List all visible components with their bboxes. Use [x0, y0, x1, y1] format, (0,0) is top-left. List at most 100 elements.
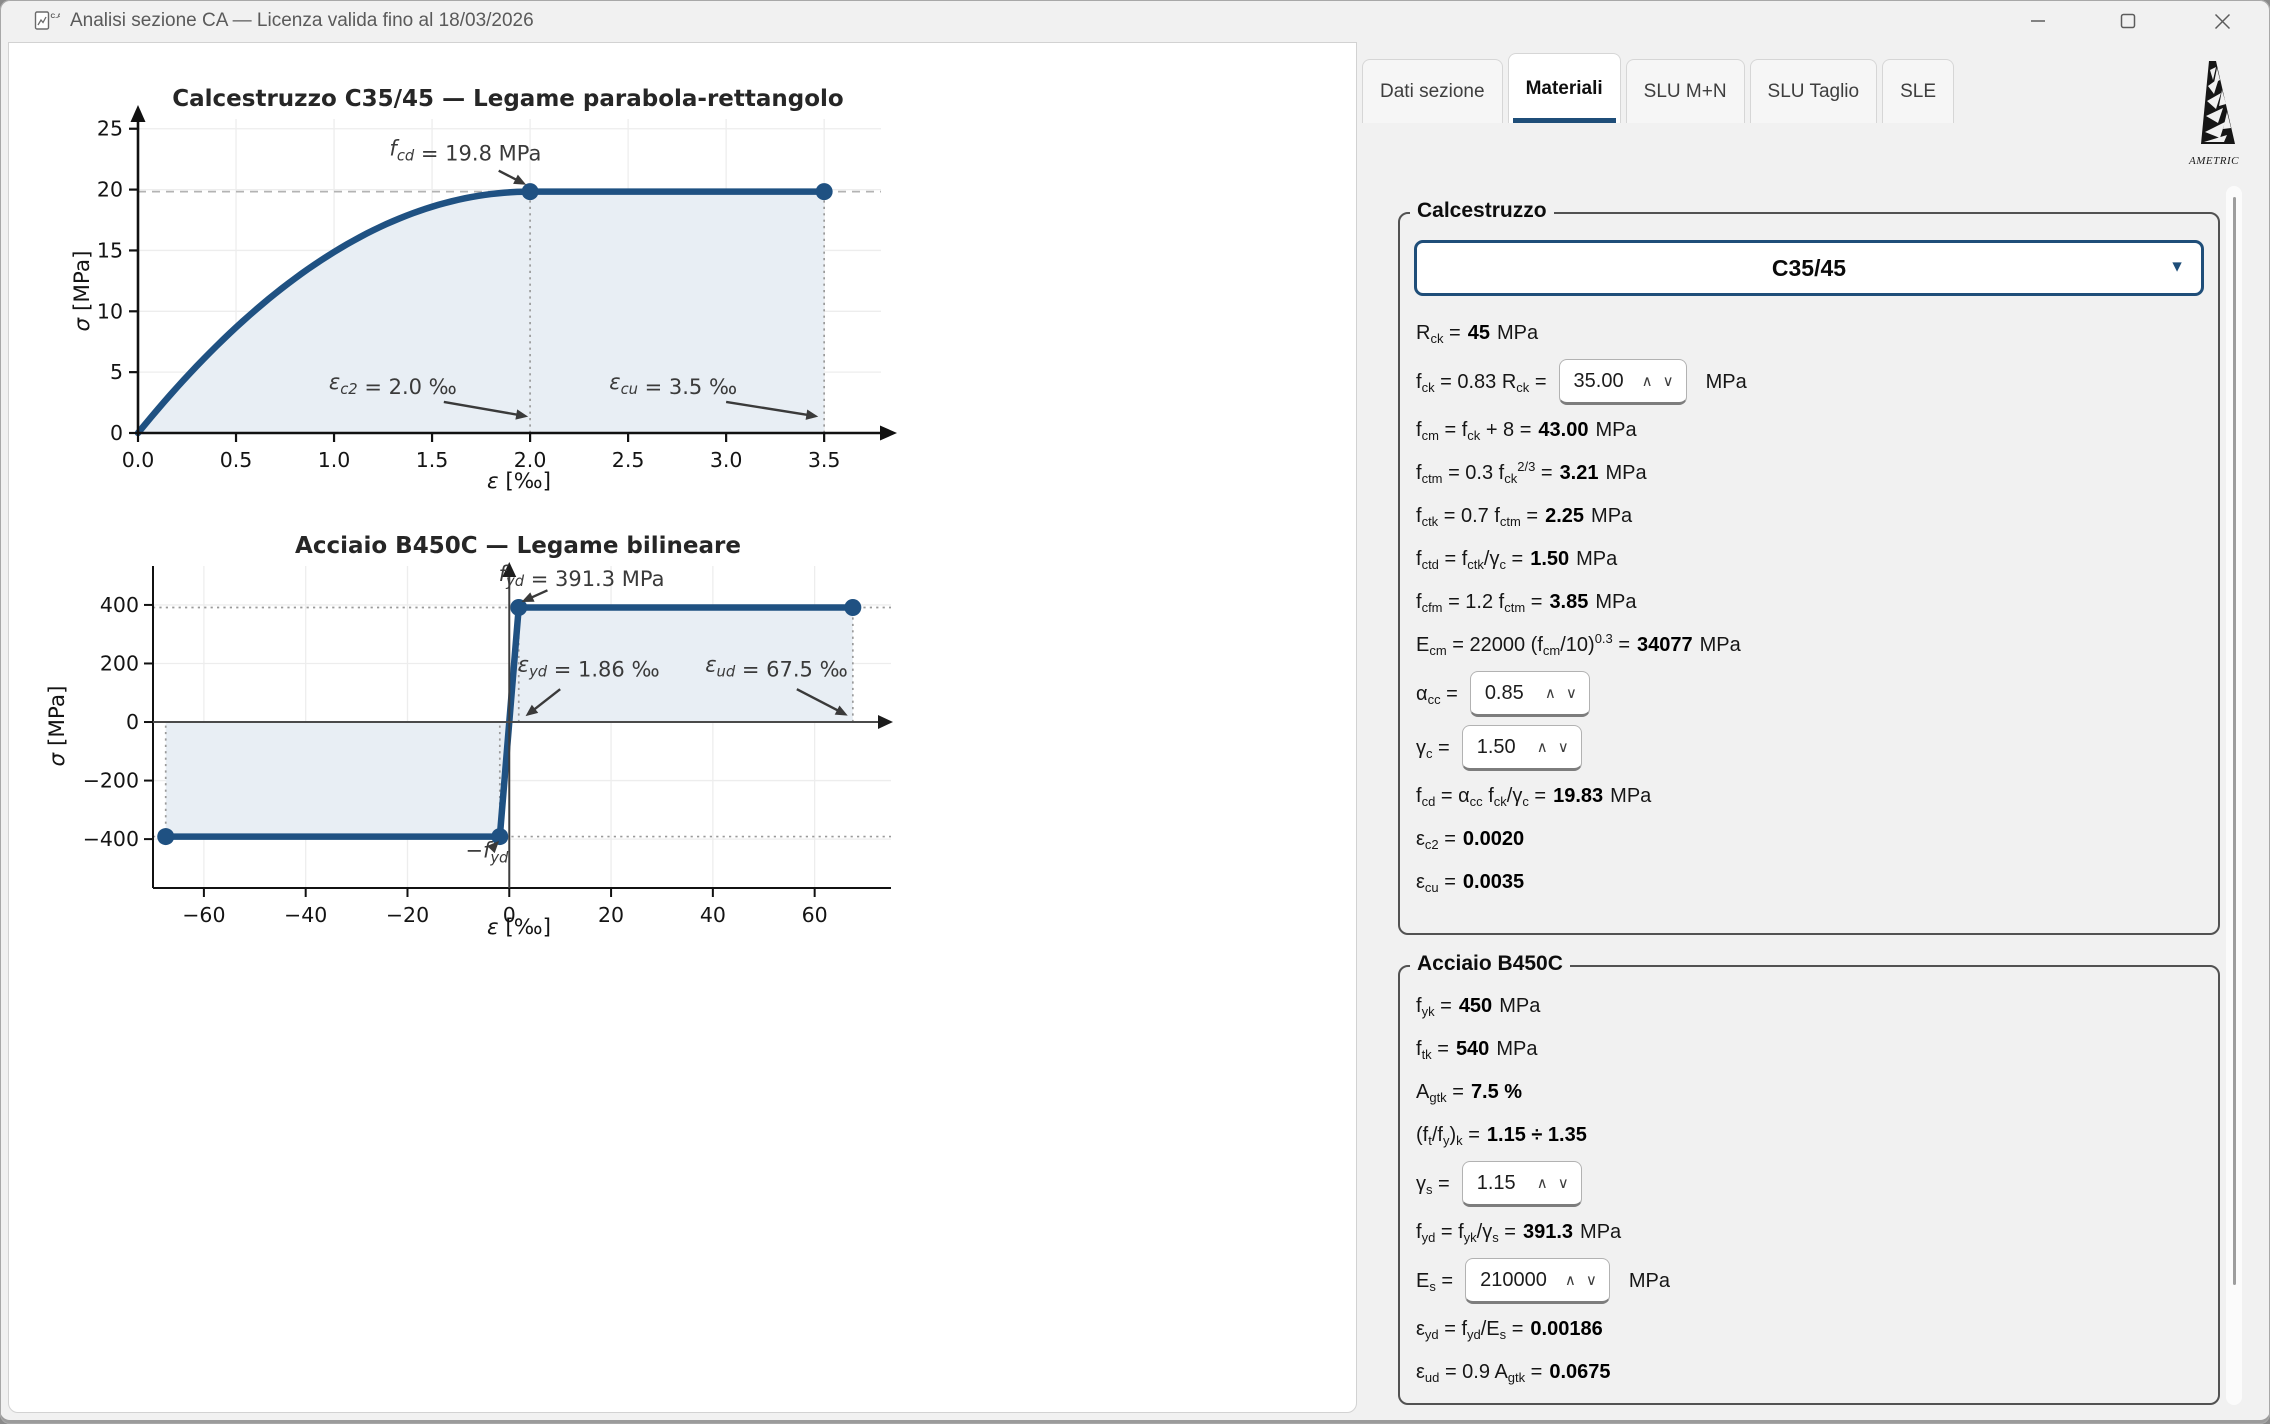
concrete-stress-strain-chart: 0 5 10 15 20 25 0.0 0.5 1.0 1.5 2.0 2.5 3.0 3.5 Calces…	[70, 86, 897, 494]
property-formula: γc =	[1416, 736, 1450, 761]
svg-text:−fyd: −fyd	[465, 838, 509, 866]
maximize-button[interactable]	[2099, 0, 2157, 42]
svg-text:20: 20	[97, 178, 123, 202]
svg-text:C.A.: C.A.	[51, 13, 61, 20]
spinner-value[interactable]: 1.50	[1476, 735, 1516, 758]
property-formula: εyd = fyd/Es =	[1416, 1318, 1524, 1342]
property-formula: ftk =	[1416, 1038, 1449, 1062]
spinner-up-icon[interactable]: ∧	[1544, 685, 1556, 702]
material-property-row: Agtk = 7.5 %	[1416, 1071, 2206, 1114]
spinner-down-icon[interactable]: ∨	[1565, 685, 1577, 702]
svg-text:15: 15	[97, 238, 123, 262]
svg-text:−200: −200	[83, 769, 139, 793]
property-formula: fcfm = 1.2 fctm =	[1416, 591, 1543, 615]
property-unit: MPa	[1591, 505, 1633, 527]
steel-properties: fyk = 450 MPa ftk = 540 MPa Agtk = 7.5 % (ft/fy)…	[1416, 985, 2206, 1394]
tab-materiali[interactable]: Materiali	[1507, 53, 1621, 123]
property-formula: fctk = 0.7 fctm =	[1416, 505, 1539, 529]
spinner-down-icon[interactable]: ∨	[1662, 373, 1674, 390]
spinner-value[interactable]: 0.85	[1484, 681, 1524, 704]
material-property-row: (ft/fy)k = 1.15 ÷ 1.35	[1416, 1114, 2206, 1157]
property-value: 3.21	[1559, 462, 1599, 484]
spinner-down-icon[interactable]: ∨	[1557, 1175, 1569, 1192]
value-spinner[interactable]: 1.15 ∧ ∨	[1461, 1161, 1582, 1207]
svg-text:60: 60	[802, 903, 828, 927]
material-property-row: εyd = fyd/Es = 0.00186	[1416, 1308, 2206, 1351]
svg-text:400: 400	[100, 593, 139, 617]
spinner-up-icon[interactable]: ∧	[1536, 1175, 1548, 1192]
svg-text:0: 0	[503, 903, 516, 927]
property-value: 1.50	[1530, 548, 1570, 570]
spinner-value[interactable]: 35.00	[1573, 369, 1624, 392]
logo-caption: AMETRIC	[2189, 155, 2239, 167]
svg-text:0: 0	[126, 710, 139, 734]
material-property-row: γs = 1.15 ∧ ∨	[1416, 1157, 2206, 1211]
svg-text:fcd = 19.8 MPa: fcd = 19.8 MPa	[389, 137, 541, 166]
scrollbar-thumb[interactable]	[2233, 197, 2236, 1285]
spinner-up-icon[interactable]: ∧	[1641, 373, 1653, 390]
svg-text:3.5: 3.5	[808, 448, 841, 472]
property-formula: fcm = fck + 8 =	[1416, 419, 1532, 443]
property-unit: MPa	[1595, 591, 1637, 613]
property-value: 2.25	[1545, 505, 1585, 527]
minimize-button[interactable]	[2009, 0, 2067, 42]
concrete-class-select[interactable]: C35/45 ▼	[1414, 240, 2204, 296]
tab-slu-m-n[interactable]: SLU M+N	[1625, 59, 1745, 123]
property-unit: MPa	[1595, 419, 1637, 441]
property-formula: εc2 =	[1416, 828, 1456, 852]
svg-text:3.0: 3.0	[710, 448, 743, 472]
material-property-row: fck = 0.83 Rck = 35.00 ∧ ∨ MPa	[1416, 355, 2206, 409]
property-formula: εcu =	[1416, 871, 1456, 895]
property-formula: γs =	[1416, 1172, 1450, 1197]
steel-group-title: Acciaio B450C	[1410, 952, 1570, 976]
svg-text:2.0: 2.0	[514, 448, 547, 472]
ametric-logo: AMETRIC	[2184, 56, 2244, 167]
title-bar: C.A. Analisi sezione CA — Licenza valida…	[0, 0, 2270, 42]
window-title: Analisi sezione CA — Licenza valida fino…	[70, 10, 534, 31]
property-formula: εud = 0.9 Agtk =	[1416, 1361, 1543, 1385]
property-formula: fctd = fctk/γc =	[1416, 548, 1524, 572]
close-icon	[2214, 13, 2230, 29]
property-unit: MPa	[1580, 1221, 1622, 1243]
spinner-value[interactable]: 1.15	[1476, 1171, 1516, 1194]
tab-sle[interactable]: SLE	[1882, 59, 1955, 123]
property-value: 34077	[1637, 634, 1693, 656]
material-property-row: γc = 1.50 ∧ ∨	[1416, 721, 2206, 775]
value-spinner[interactable]: 1.50 ∧ ∨	[1461, 725, 1582, 771]
svg-text:ε [‰]: ε [‰]	[487, 915, 551, 940]
property-value: 0.0020	[1462, 828, 1525, 850]
svg-text:0.0: 0.0	[122, 448, 155, 472]
value-spinner[interactable]: 210000 ∧ ∨	[1465, 1258, 1610, 1304]
spinner-value[interactable]: 210000	[1480, 1268, 1547, 1291]
svg-text:σ [MPa]: σ [MPa]	[45, 686, 70, 767]
material-property-row: fctk = 0.7 fctm = 2.25 MPa	[1416, 495, 2206, 538]
tab-slu-taglio[interactable]: SLU Taglio	[1749, 59, 1878, 123]
material-property-row: αcc = 0.85 ∧ ∨	[1416, 667, 2206, 721]
charts-panel: 0 5 10 15 20 25 0.0 0.5 1.0 1.5 2.0 2.5 3.0 3.5 Calces…	[8, 42, 1357, 1413]
steel-group: Acciaio B450C fyk = 450 MPa ftk = 540 MPa Agtk…	[1398, 952, 2220, 1405]
value-spinner[interactable]: 35.00 ∧ ∨	[1558, 359, 1687, 405]
spinner-down-icon[interactable]: ∨	[1585, 1272, 1597, 1289]
close-button[interactable]	[2193, 0, 2251, 42]
minimize-icon	[2031, 20, 2045, 22]
svg-text:200: 200	[100, 651, 139, 675]
spinner-down-icon[interactable]: ∨	[1557, 739, 1569, 756]
spinner-up-icon[interactable]: ∧	[1564, 1272, 1576, 1289]
property-unit: MPa	[1605, 462, 1647, 484]
concrete-properties: Rck = 45 MPa fck = 0.83 Rck = 35.00 ∧ ∨ MPa fcm …	[1416, 312, 2206, 904]
material-property-row: Es = 210000 ∧ ∨ MPa	[1416, 1254, 2206, 1308]
material-property-row: εud = 0.9 Agtk = 0.0675	[1416, 1351, 2206, 1394]
material-property-row: fctd = fctk/γc = 1.50 MPa	[1416, 538, 2206, 581]
concrete-class-value: C35/45	[1771, 254, 1847, 281]
property-unit: MPa	[1705, 370, 1747, 393]
material-property-row: fctm = 0.3 fck2/3 = 3.21 MPa	[1416, 452, 2206, 495]
value-spinner[interactable]: 0.85 ∧ ∨	[1469, 671, 1590, 717]
svg-text:0: 0	[110, 421, 123, 445]
spinner-up-icon[interactable]: ∧	[1536, 739, 1548, 756]
spinner-chevrons: ∧ ∨	[1537, 738, 1569, 756]
property-value: 43.00	[1538, 419, 1589, 441]
material-property-row: fyd = fyk/γs = 391.3 MPa	[1416, 1211, 2206, 1254]
svg-text:1.0: 1.0	[318, 448, 351, 472]
tab-dati-sezione[interactable]: Dati sezione	[1362, 59, 1503, 123]
